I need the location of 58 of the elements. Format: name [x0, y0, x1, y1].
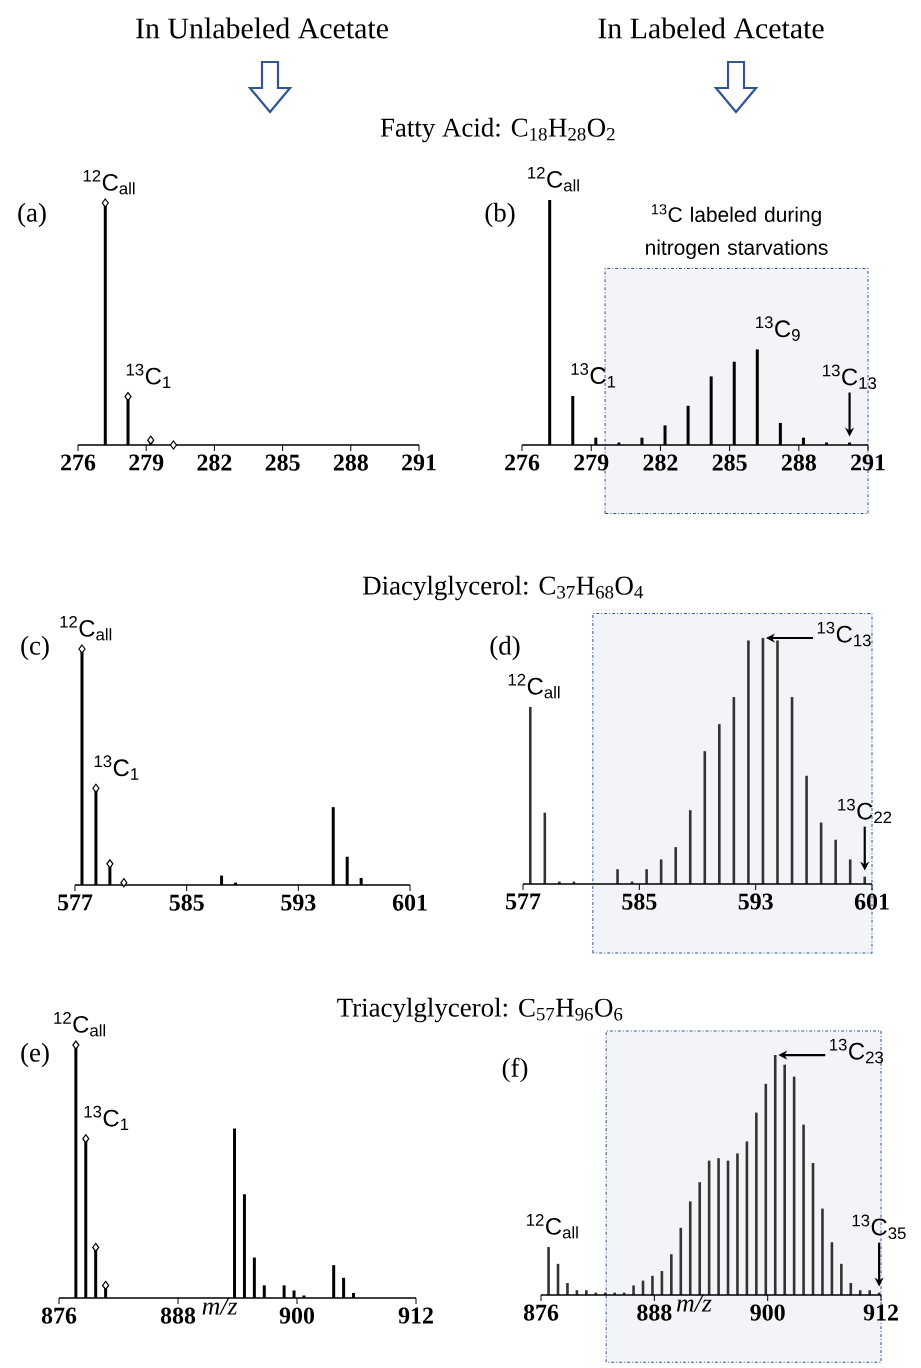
x-tick-label: 900 — [750, 1304, 785, 1321]
x-tick-label: 912 — [863, 1304, 898, 1321]
x-tick-label: 285 — [265, 454, 300, 471]
x-tick-label: 593 — [281, 894, 316, 911]
x-tick-label: 288 — [781, 454, 816, 471]
x-tick-label: 601 — [854, 893, 889, 910]
x-tick-label: 276 — [505, 454, 540, 471]
annotation: $^{13}$C$_{13}$ — [817, 621, 871, 647]
x-tick-label: 888 — [637, 1304, 672, 1321]
annotation: $^{13}$C$_{1}$ — [84, 1105, 129, 1131]
text: Diacylglycerol: C$_{37}$H$_{68}$O$_{4}$ — [362, 575, 644, 601]
annotation: $^{13}$C$_{1}$ — [126, 363, 171, 389]
x-tick-label: 585 — [622, 893, 657, 910]
x-tick-label: 276 — [61, 454, 96, 471]
text: (b) — [485, 202, 515, 228]
annotation: $^{13}$C$_{1}$ — [94, 755, 139, 780]
chart-subtitle: In Unlabeled Acetate — [136, 17, 388, 39]
annotation: $^{13}$C$_{22}$ — [838, 798, 892, 824]
text: (d) — [490, 635, 520, 661]
x-tick-label: 876 — [41, 1307, 77, 1324]
x-tick-label: 279 — [574, 454, 609, 471]
x-tick-label: 900 — [279, 1307, 315, 1324]
x-tick-label: 291 — [402, 454, 436, 471]
x-tick-label: 593 — [738, 893, 773, 910]
text: Fatty Acid: C$_{18}$H$_{28}$O$_{2}$ — [380, 117, 615, 143]
band-label: $^{13}$C labeled during nitrogen starvations — [646, 204, 828, 260]
text: (c) — [21, 635, 49, 661]
annotation: $^{13}$C$_{23}$ — [830, 1038, 884, 1064]
text: (f) — [502, 1057, 528, 1083]
x-tick-label: 912 — [398, 1307, 433, 1324]
x-tick-label: 279 — [129, 454, 164, 471]
x-tick-label: 601 — [392, 894, 427, 911]
annotation: $^{12}$C$_{all}$ — [528, 166, 579, 192]
x-tick-label: 285 — [712, 454, 747, 471]
x-tick-label: 876 — [523, 1304, 559, 1321]
x-tick-label: 288 — [333, 454, 368, 471]
x-tick-label: 282 — [643, 454, 678, 471]
x-tick-label: 282 — [197, 454, 232, 471]
x-tick-label: 291 — [851, 454, 885, 471]
text: (a) — [18, 202, 46, 228]
x-axis-title: m/z — [202, 1297, 238, 1315]
annotation: $^{12}$C$_{all}$ — [83, 169, 135, 195]
x-tick-label: 577 — [506, 893, 541, 910]
text: (e) — [21, 1042, 49, 1068]
x-tick-label: 585 — [169, 894, 204, 911]
x-tick-label: 888 — [160, 1307, 196, 1324]
chart-subtitle: In Labeled Acetate — [598, 17, 824, 39]
annotation: $^{12}$C$_{all}$ — [527, 1213, 578, 1239]
annotation: $^{13}$C$_{35}$ — [852, 1214, 906, 1240]
annotation: $^{12}$C$_{all}$ — [60, 615, 112, 641]
annotation: $^{12}$C$_{all}$ — [54, 1011, 106, 1037]
x-tick-label: 577 — [58, 894, 93, 911]
annotation: $^{13}$C$_{13}$ — [823, 364, 877, 390]
x-axis-title: m/z — [676, 1294, 712, 1312]
annotation: $^{13}$C$_{9}$ — [756, 316, 800, 341]
annotation: $^{12}$C$_{all}$ — [508, 673, 560, 699]
annotation: $^{13}$C$_{1}$ — [571, 363, 616, 388]
text: Triacylglycerol: C$_{57}$H$_{96}$O$_{6}$ — [337, 997, 623, 1023]
